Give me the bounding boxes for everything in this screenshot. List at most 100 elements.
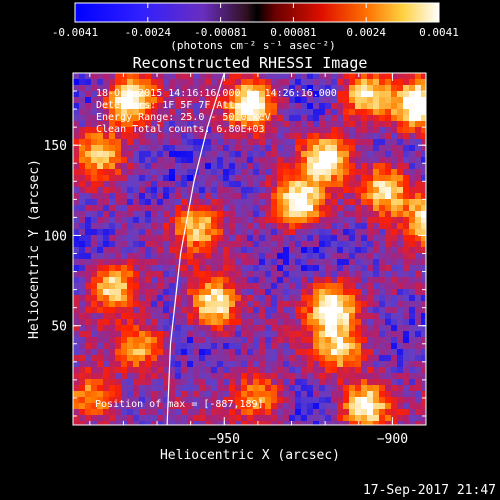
heatmap-cell <box>241 205 247 211</box>
heatmap-cell <box>157 217 163 223</box>
heatmap-cell <box>151 247 157 253</box>
heatmap-cell <box>205 217 211 223</box>
heatmap-cell <box>151 217 157 223</box>
heatmap-cell <box>367 403 373 409</box>
heatmap-cell <box>145 331 151 337</box>
heatmap-cell <box>313 391 319 397</box>
heatmap-cell <box>85 79 91 85</box>
heatmap-cell <box>187 367 193 373</box>
heatmap-cell <box>325 97 331 103</box>
heatmap-cell <box>163 187 169 193</box>
heatmap-cell <box>193 211 199 217</box>
heatmap-cell <box>343 295 349 301</box>
heatmap-cell <box>181 343 187 349</box>
heatmap-cell <box>91 235 97 241</box>
heatmap-cell <box>85 187 91 193</box>
heatmap-cell <box>181 277 187 283</box>
heatmap-cell <box>343 349 349 355</box>
heatmap-cell <box>241 349 247 355</box>
heatmap-cell <box>355 403 361 409</box>
heatmap-cell <box>133 223 139 229</box>
heatmap-cell <box>229 367 235 373</box>
heatmap-cell <box>337 109 343 115</box>
heatmap-cell <box>301 397 307 403</box>
heatmap-cell <box>397 403 403 409</box>
heatmap-cell <box>241 139 247 145</box>
heatmap-cell <box>109 73 115 79</box>
heatmap-cell <box>265 103 271 109</box>
heatmap-cell <box>415 361 421 367</box>
heatmap-cell <box>343 91 349 97</box>
heatmap-cell <box>211 283 217 289</box>
heatmap-cell <box>331 283 337 289</box>
heatmap-cell <box>229 193 235 199</box>
heatmap-cell <box>133 235 139 241</box>
heatmap-cell <box>337 229 343 235</box>
heatmap-cell <box>151 271 157 277</box>
heatmap-cell <box>97 355 103 361</box>
heatmap-cell <box>151 295 157 301</box>
heatmap-cell <box>223 415 229 421</box>
heatmap-cell <box>337 235 343 241</box>
heatmap-cell <box>265 349 271 355</box>
heatmap-cell <box>319 187 325 193</box>
heatmap-cell <box>79 235 85 241</box>
heatmap-cell <box>355 85 361 91</box>
heatmap-cell <box>421 349 426 355</box>
heatmap-cell <box>295 205 301 211</box>
heatmap-cell <box>307 337 313 343</box>
heatmap-cell <box>151 139 157 145</box>
heatmap-cell <box>181 379 187 385</box>
heatmap-cell <box>139 229 145 235</box>
heatmap-cell <box>73 295 79 301</box>
heatmap-cell <box>325 127 331 133</box>
heatmap-cell <box>103 295 109 301</box>
heatmap-cell <box>217 79 223 85</box>
heatmap-cell <box>163 397 169 403</box>
heatmap-cell <box>313 205 319 211</box>
heatmap-cell <box>337 85 343 91</box>
heatmap-cell <box>325 169 331 175</box>
heatmap-cell <box>115 397 121 403</box>
heatmap-cell <box>253 331 259 337</box>
heatmap-cell <box>361 331 367 337</box>
heatmap-cell <box>133 205 139 211</box>
heatmap-cell <box>343 151 349 157</box>
heatmap-cell <box>367 223 373 229</box>
heatmap-cell <box>115 319 121 325</box>
heatmap-cell <box>355 367 361 373</box>
heatmap-cell <box>109 421 115 425</box>
heatmap-cell <box>115 211 121 217</box>
heatmap-cell <box>361 409 367 415</box>
heatmap-cell <box>193 391 199 397</box>
heatmap-cell <box>223 337 229 343</box>
heatmap-cell <box>367 277 373 283</box>
heatmap-cell <box>409 379 415 385</box>
heatmap-cell <box>361 253 367 259</box>
heatmap-cell <box>175 133 181 139</box>
heatmap-cell <box>109 139 115 145</box>
heatmap-cell <box>301 289 307 295</box>
heatmap-cell <box>337 259 343 265</box>
heatmap-cell <box>415 253 421 259</box>
heatmap-cell <box>163 157 169 163</box>
heatmap-cell <box>373 79 379 85</box>
heatmap-cell <box>205 91 211 97</box>
heatmap-cell <box>379 379 385 385</box>
heatmap-cell <box>97 223 103 229</box>
heatmap-cell <box>367 289 373 295</box>
heatmap-cell <box>223 175 229 181</box>
heatmap-cell <box>301 115 307 121</box>
heatmap-cell <box>217 277 223 283</box>
heatmap-cell <box>241 265 247 271</box>
heatmap-cell <box>229 289 235 295</box>
heatmap-cell <box>85 403 91 409</box>
heatmap-cell <box>397 313 403 319</box>
heatmap-cell <box>361 199 367 205</box>
heatmap-cell <box>163 247 169 253</box>
heatmap-cell <box>205 403 211 409</box>
heatmap-cell <box>181 421 187 425</box>
heatmap-cell <box>337 421 343 425</box>
heatmap-cell <box>169 187 175 193</box>
heatmap-cell <box>139 265 145 271</box>
